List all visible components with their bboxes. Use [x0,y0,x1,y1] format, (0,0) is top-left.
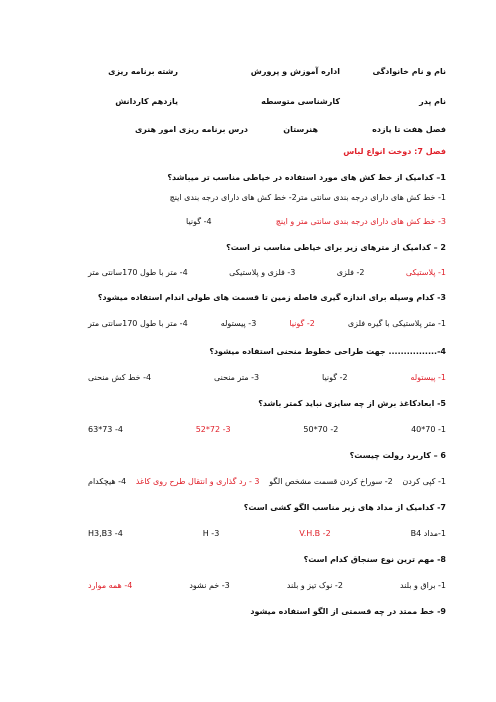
option: 2- خط کش های دارای درجه بندی اینچ [169,193,297,202]
header-field: فصل هفت تا یازده [372,125,446,134]
question: 5- ابعادکاغذ برش از چه سایزی نباید کمتر … [258,399,446,408]
option: 2- فلزی [336,268,365,277]
header-field: اداره آموزش و پرورش [250,67,340,76]
header-field: درس برنامه ریزی امور هنری [134,125,248,134]
option: 3- خم نشود [189,581,230,590]
option: 1- کپی کردن [402,477,446,486]
option-row: 1-مداد B4 2- V.H.B 3- H 4- H3,B3 [88,528,446,540]
option-row: 1- پیستوله 2- گونیا 3- متر منحنی 4- خط کش م… [88,372,446,384]
option: 2- نوک تیز و بلند [286,581,343,590]
question: 9- خط ممتد در چه قسمتی از الگو استفاده م… [250,607,446,616]
header-field: کارشناسی متوسطه [261,97,340,106]
option: 4- متر با طول 170سانتی متر [88,268,188,277]
option-row: 1- براق و بلند 2- نوک تیز و بلند 3- خم نشو… [88,580,446,592]
option: 4- گونیا [186,217,212,226]
option: 1- پیستوله [410,373,446,382]
option-row: 1- پلاستیکی 2- فلزی 3- فلزی و پلاستیکی 4- م… [88,267,446,279]
header-field: نام و نام خانوادگی [372,67,446,76]
question: 2 – کدامیک از مترهای زیر برای خیاطی مناس… [226,243,446,252]
option: 3- 72*52 [195,425,231,434]
option: 4- هیچکدام [88,477,127,486]
option: 3- خط کش های دارای درجه بندی سانتی متر و… [275,217,446,226]
option-row: 1- 70*40 2- 70*50 3- 72*52 4- 73*63 [88,424,446,436]
question: 6 – کاربرد رولت چیست؟ [349,451,446,460]
option: 4- H3,B3 [88,529,123,538]
question: 8- مهم ترین نوع سنجاق کدام است؟ [303,555,446,564]
option: 1- 70*40 [411,425,446,434]
option: 4- 73*63 [88,425,123,434]
option: 1-مداد B4 [410,529,446,538]
section-title: فصل 7: دوخت انواع لباس [343,147,446,156]
question: 4-................ جهت طراحی خطوط منحنی … [209,347,446,356]
option-row: 1- متر پلاستیکی با گیره فلزی 2- گونیا 3- پ… [88,318,446,330]
option: 3- H [202,529,220,538]
option-row: 3- خط کش های دارای درجه بندی سانتی متر و… [86,216,446,228]
question: 7- کدامیک از مداد های زیر مناسب الگو کشی… [243,503,446,512]
option: 1- پلاستیکی [405,268,446,277]
option: 1- متر پلاستیکی با گیره فلزی [347,319,446,328]
option-row: 1- خط کش های دارای درجه بندی سانتی متر 2-… [86,192,446,204]
option: 2- گونیا [322,373,348,382]
option: 2- 70*50 [303,425,339,434]
option: 1- خط کش های دارای درجه بندی سانتی متر [296,193,446,202]
option: 4- خط کش منحنی [88,373,152,382]
header-field: رشته برنامه ریزی [108,67,178,76]
option: 3 - رد گذاری و انتقال طرح روی کاغذ [135,477,260,486]
option: 1- براق و بلند [399,581,446,590]
option: 2- V.H.B [299,529,331,538]
header-field: هنرستان [283,125,318,134]
option: 3- پیستوله [220,319,257,328]
option: 2- سوراخ کردن قسمت مشخص الگو [269,477,393,486]
option: 4- متر با طول 170سانتی متر [88,319,188,328]
header-field: یازدهم کاردانش [115,97,178,106]
question: 1– کدامیک از خط کش های مورد استفاده در خ… [167,173,446,182]
header-field: نام پدر [419,97,446,106]
option: 3- فلزی و پلاستیکی [229,268,296,277]
option: 4- همه موارد [88,581,133,590]
option: 3- متر منحنی [214,373,260,382]
option-row: 1- کپی کردن 2- سوراخ کردن قسمت مشخص الگو 3… [88,476,446,488]
option: 2- گونیا [289,319,315,328]
question: 3- کدام وسیله برای اندازه گیری فاصله زمی… [97,293,446,302]
